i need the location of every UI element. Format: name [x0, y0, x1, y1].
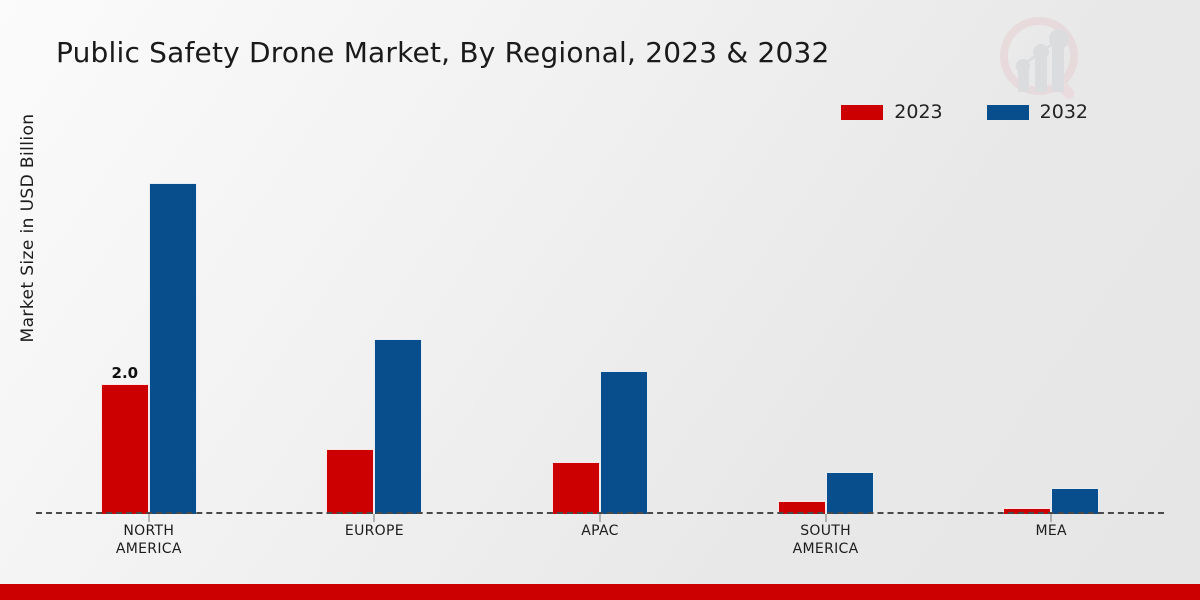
label-line: AMERICA — [792, 541, 859, 558]
x-axis-category-labels: NORTH AMERICA EUROPE APAC SOUTH AMERICA … — [36, 522, 1164, 559]
bars — [551, 150, 648, 514]
axis-tick — [599, 514, 601, 522]
bars — [1003, 150, 1100, 514]
bar-2023-apac[interactable] — [551, 462, 600, 514]
label-line: APAC — [581, 523, 619, 539]
bar-2032-mea[interactable] — [1051, 488, 1100, 514]
legend-item-2032[interactable]: 2032 — [986, 101, 1088, 123]
watermark-logo-icon — [992, 12, 1088, 104]
bar-2032-south-america[interactable] — [825, 471, 874, 514]
y-axis-title: Market Size in USD Billion — [18, 113, 38, 343]
axis-tick — [148, 514, 150, 522]
legend-label-2023: 2023 — [894, 101, 943, 123]
bars: 2.0 — [100, 150, 197, 514]
bar-2032-north-america[interactable] — [148, 182, 197, 514]
axis-tick — [373, 514, 375, 522]
x-axis-label-south-america: SOUTH AMERICA — [713, 522, 939, 559]
chart-title: Public Safety Drone Market, By Regional,… — [56, 36, 830, 69]
x-axis-label-mea: MEA — [938, 522, 1164, 559]
bar-group-europe — [262, 150, 488, 522]
axis-tick — [825, 514, 827, 522]
legend-swatch-2032 — [986, 105, 1029, 120]
bar-2032-europe[interactable] — [374, 338, 423, 514]
x-axis-label-europe: EUROPE — [262, 522, 488, 559]
bar-2023-mea[interactable] — [1003, 507, 1052, 514]
bar-group-north-america: 2.0 — [36, 150, 262, 522]
label-line: SOUTH — [800, 523, 851, 539]
plot-area: 2.0 — [36, 150, 1164, 522]
x-axis-label-apac: APAC — [487, 522, 713, 559]
bar-groups: 2.0 — [36, 150, 1164, 522]
legend-item-2023[interactable]: 2023 — [841, 101, 943, 123]
bottom-accent-band — [0, 584, 1200, 600]
bar-group-south-america — [713, 150, 939, 522]
chart-legend: 2023 2032 — [841, 103, 1088, 122]
bar-2032-apac[interactable] — [599, 371, 648, 514]
bar-value-label: 2.0 — [111, 364, 139, 382]
x-axis-baseline — [36, 512, 1164, 514]
bar-group-apac — [487, 150, 713, 522]
label-line: EUROPE — [344, 523, 404, 539]
label-line: NORTH — [123, 523, 175, 539]
label-line: AMERICA — [115, 541, 182, 558]
bars — [777, 150, 874, 514]
bar-2023-north-america[interactable]: 2.0 — [100, 364, 149, 514]
legend-swatch-2023 — [841, 105, 884, 120]
axis-tick — [1050, 514, 1052, 522]
x-axis-label-north-america: NORTH AMERICA — [36, 522, 262, 559]
bar-2023-south-america[interactable] — [777, 501, 826, 514]
legend-label-2032: 2032 — [1039, 101, 1088, 123]
bars — [326, 150, 423, 514]
bar-2023-europe[interactable] — [326, 449, 375, 514]
bar-group-mea — [938, 150, 1164, 522]
label-line: MEA — [1035, 523, 1067, 539]
